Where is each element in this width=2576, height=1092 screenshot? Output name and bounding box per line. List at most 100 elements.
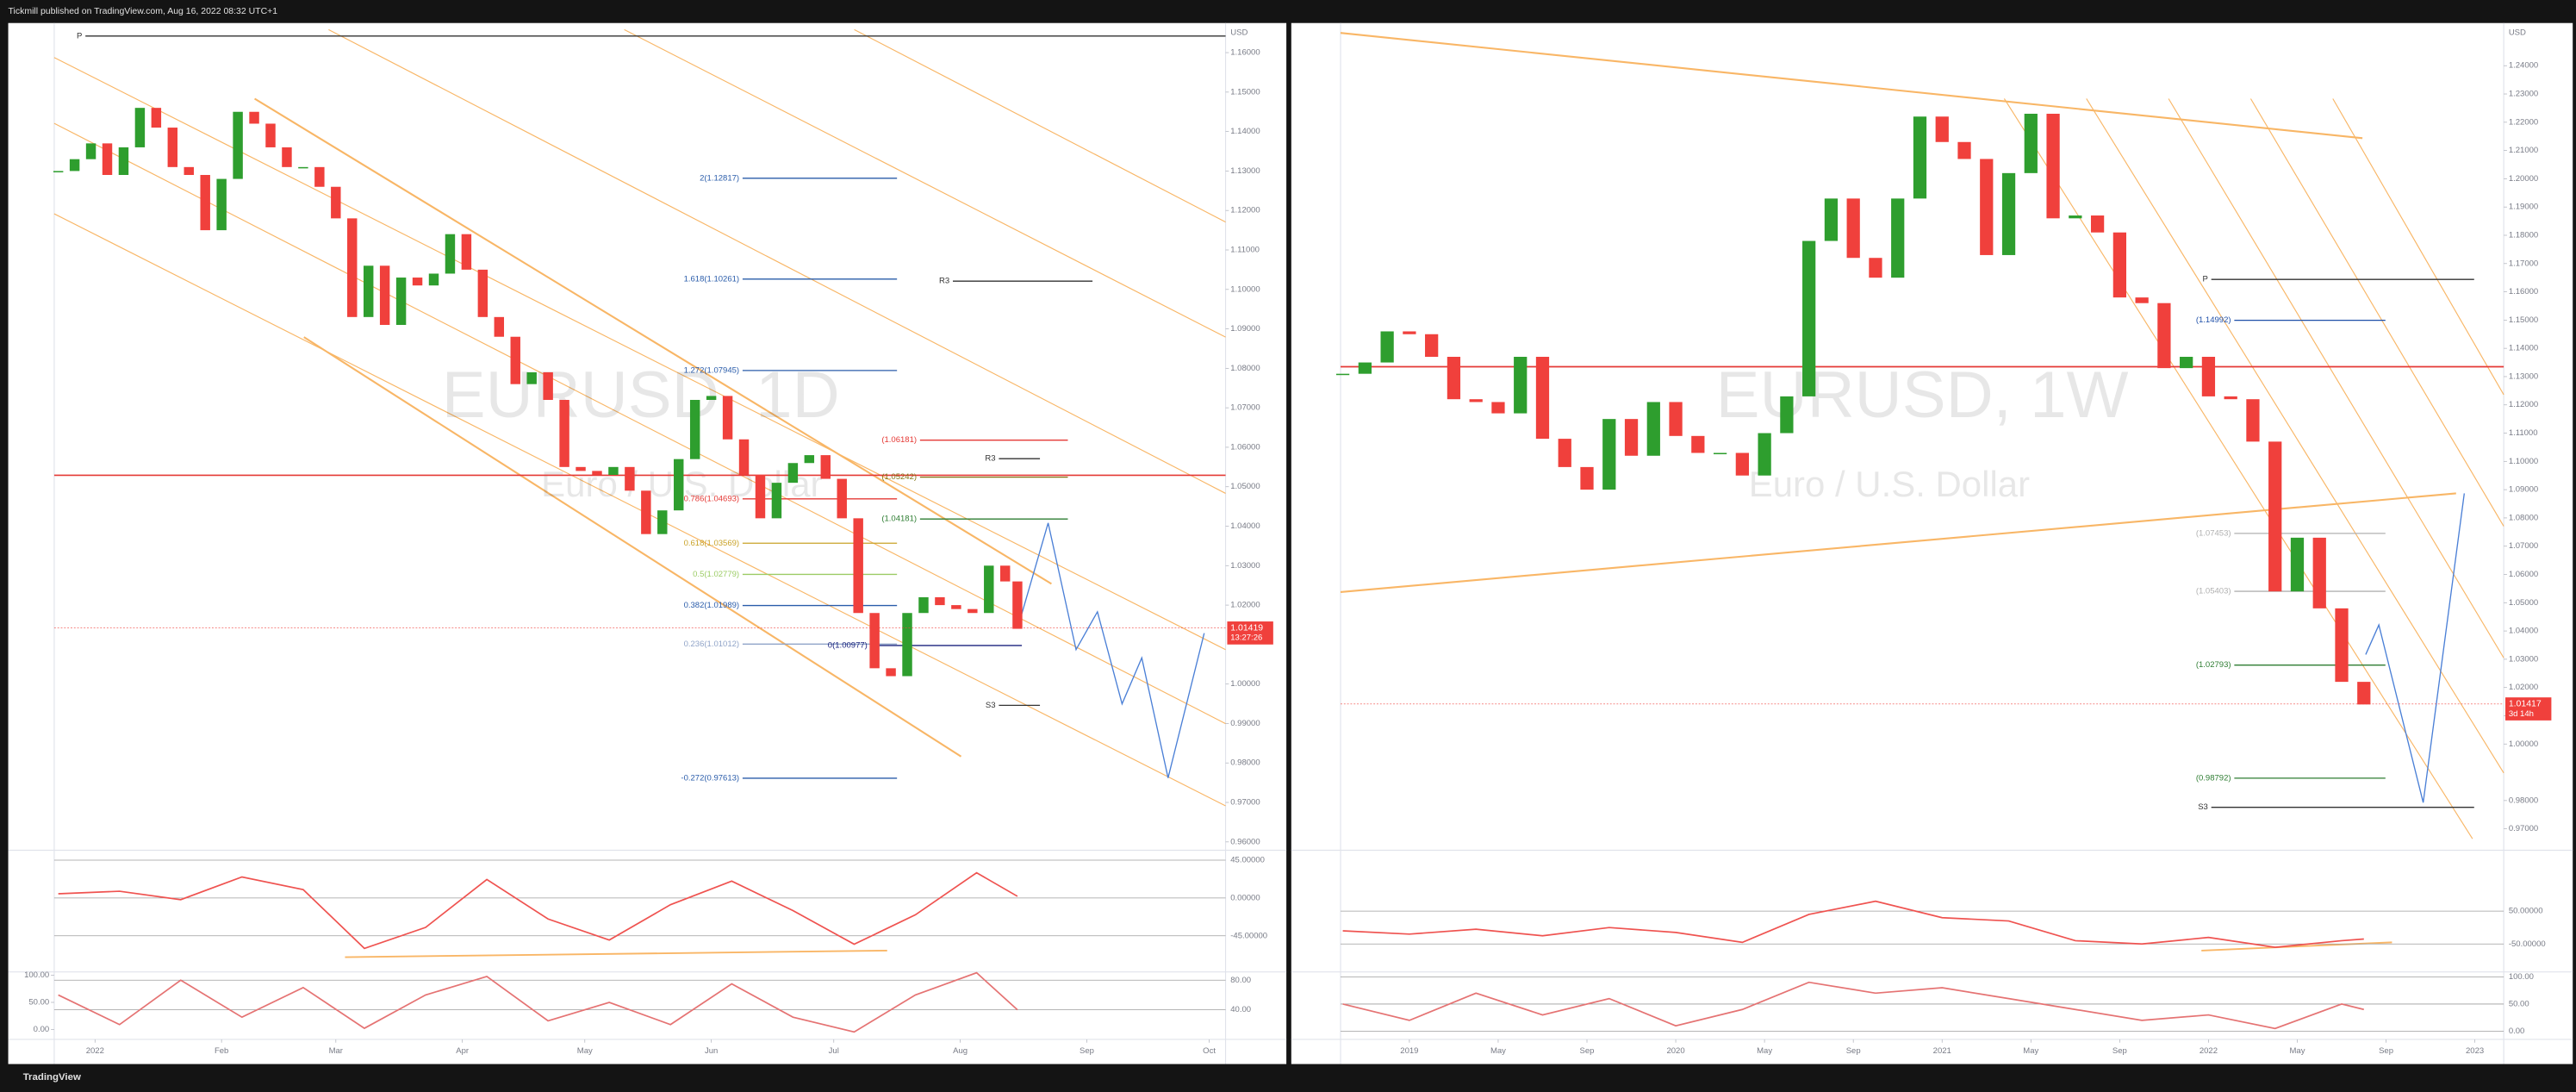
level-label: (1.06181): [881, 435, 917, 445]
x-tick-label: 2022: [86, 1046, 104, 1056]
candle: [886, 668, 896, 677]
candle: [1012, 581, 1023, 629]
x-tick-label: May: [1490, 1046, 1506, 1056]
candle: [85, 143, 96, 159]
candle: [706, 396, 717, 400]
level-label: (1.14992): [2196, 315, 2231, 325]
candle: [1758, 433, 1771, 476]
y-tick-label: 1.07000: [2509, 541, 2538, 551]
candle: [395, 278, 407, 325]
y-tick-label: 1.23000: [2509, 90, 2538, 99]
candle: [2290, 537, 2305, 592]
candle: [2135, 297, 2149, 303]
level-label: 2(1.12817): [700, 173, 739, 183]
x-tick-label: Sep: [1080, 1046, 1094, 1056]
pane-tick-label: 50.00000: [2509, 907, 2543, 916]
x-tick-label: Sep: [2379, 1046, 2393, 1056]
candle: [461, 234, 472, 270]
candle: [2201, 356, 2216, 396]
candle: [1335, 373, 1350, 376]
candle: [689, 399, 700, 459]
candle: [1535, 356, 1550, 440]
candle: [722, 396, 733, 440]
candle: [1846, 198, 1860, 259]
candle: [347, 218, 358, 317]
candle: [935, 596, 945, 606]
level-label: (0.98792): [2196, 773, 2231, 783]
y-tick-label: 1.06000: [1230, 442, 1260, 452]
y-tick-label: 1.09000: [2509, 485, 2538, 495]
candle: [1403, 331, 1416, 334]
pane-tick-label: 0.00000: [1230, 893, 1260, 902]
candle: [249, 111, 259, 124]
pane-tick-label: 0.00: [2509, 1026, 2525, 1036]
candle: [968, 608, 978, 614]
candle: [118, 147, 129, 175]
level-label: P: [77, 31, 82, 41]
candle: [1735, 452, 1749, 476]
candle: [1780, 396, 1794, 434]
candle: [2335, 608, 2349, 683]
pane-y2-tick-label: 50.00: [28, 998, 49, 1008]
candle: [853, 518, 863, 614]
y-tick-label: 0.99000: [1230, 719, 1260, 728]
candle: [1891, 198, 1905, 278]
candle: [1913, 116, 1927, 199]
y-tick-label: 0.98000: [2509, 796, 2538, 805]
countdown-label: 13:27:26: [1230, 633, 1262, 643]
candle: [151, 108, 162, 128]
candle: [1425, 334, 1439, 357]
x-tick-label: 2023: [2466, 1046, 2484, 1056]
y-tick-label: 1.04000: [1230, 521, 1260, 531]
pane-line: [1342, 900, 2364, 948]
x-tick-label: 2020: [1666, 1046, 1684, 1056]
candle: [918, 596, 929, 614]
y-tick-label: 1.04000: [2509, 627, 2538, 636]
pane-line: [58, 871, 1018, 950]
candle: [1980, 159, 1994, 255]
y-tick-label: 1.02000: [2509, 683, 2538, 692]
candle: [902, 613, 912, 677]
last-price-tag: [2505, 697, 2552, 721]
candle: [314, 166, 325, 187]
y-tick-label: 1.14000: [1230, 127, 1260, 136]
level-label: S3: [986, 701, 996, 710]
y-tick-label: 1.05000: [1230, 482, 1260, 491]
candle: [641, 490, 651, 534]
y-tick-label: 1.10000: [2509, 457, 2538, 466]
level-label: S3: [2198, 802, 2208, 812]
candle: [2024, 113, 2038, 173]
countdown-label: 3d 14h: [2509, 709, 2534, 719]
candle: [625, 466, 635, 491]
y-tick-label: 1.06000: [2509, 570, 2538, 579]
x-tick-label: Sep: [1846, 1046, 1861, 1056]
candle: [657, 510, 668, 534]
y-tick-label: 1.15000: [1230, 87, 1260, 97]
pane-line: [58, 971, 1018, 1033]
candle: [1491, 402, 1505, 414]
candle: [1469, 399, 1483, 402]
level-label: (1.04181): [881, 515, 917, 524]
last-price-label: 1.01419: [1230, 623, 1263, 633]
candle: [363, 265, 374, 317]
candle: [2312, 537, 2326, 608]
candle: [2090, 215, 2105, 233]
footer-brand: TradingView: [23, 1072, 81, 1083]
candle: [1358, 362, 1372, 374]
y-tick-label: 1.12000: [1230, 206, 1260, 215]
y-tick-label: 1.18000: [2509, 231, 2538, 240]
x-tick-label: Jun: [705, 1046, 718, 1056]
pane-tick-label: 40.00: [1230, 1005, 1251, 1014]
candle: [134, 108, 146, 147]
currency-label: USD: [2509, 28, 2526, 38]
candle: [2246, 399, 2260, 442]
y-tick-label: 1.11000: [1230, 246, 1260, 255]
level-label: 0.382(1.01989): [684, 601, 740, 610]
candle: [526, 371, 537, 384]
candle: [2180, 356, 2193, 369]
candle: [984, 565, 994, 614]
pane-y2-tick-label: 100.00: [24, 970, 49, 980]
candle: [1000, 565, 1011, 582]
pane-tick-label: 80.00: [1230, 976, 1251, 985]
